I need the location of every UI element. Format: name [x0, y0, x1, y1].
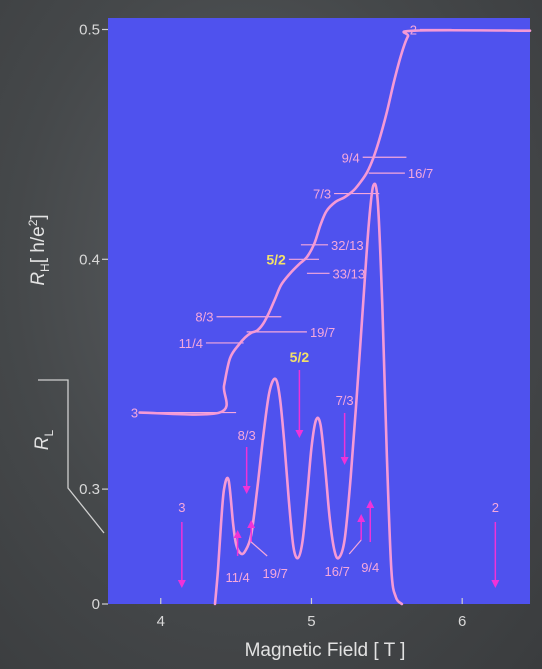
svg-text:RH[ h/e2]: RH[ h/e2] [26, 214, 52, 285]
arrow-leader [250, 541, 268, 557]
arrow-marks: 3 11/4 8/3 19/7 5/2 7/3 16/7 9/4 2 [177, 349, 500, 588]
arrow-head [340, 457, 349, 465]
arrow-head [491, 580, 500, 588]
arrow-head [247, 520, 256, 528]
y-tick-label: 0 [92, 596, 100, 613]
rl-axis-bracket [38, 379, 105, 534]
arrow-label: 2 [492, 500, 499, 515]
plateau-label: 16/7 [408, 166, 433, 181]
x-tick-label: 6 [458, 613, 466, 630]
arrow-head [177, 580, 186, 588]
arrow-label: 3 [178, 500, 185, 515]
arrow-head [357, 514, 366, 522]
plot-area [108, 18, 530, 604]
data-curves [138, 28, 532, 606]
longitudinal-resistance-curve [213, 182, 404, 606]
hall-resistance-curve [138, 28, 532, 416]
x-tick-label: 4 [157, 613, 165, 630]
plateau-label: 19/7 [310, 325, 335, 340]
y-tick-label: 0.5 [79, 21, 100, 38]
y-tick-label: 0.3 [79, 481, 100, 498]
arrow-head [295, 430, 304, 438]
arrow-label: 11/4 [225, 570, 249, 585]
y-axis-title-hall: RH[ h/e2] [26, 214, 52, 285]
arrow-label: 5/2 [290, 349, 310, 365]
arrow-label: 7/3 [336, 393, 354, 408]
arrow-head [242, 486, 251, 494]
svg-text:RL: RL [32, 429, 56, 450]
arrow-label: 16/7 [325, 564, 350, 579]
plateau-label: 7/3 [313, 187, 331, 202]
plateau-label: 5/2 [266, 251, 286, 267]
y-tick-label: 0.4 [79, 251, 100, 268]
x-axis-title: Magnetic Field [ T ] [245, 640, 406, 661]
arrow-label: 8/3 [238, 428, 256, 443]
plateau-label: 8/3 [195, 310, 213, 325]
plateau-label: 3 [131, 406, 138, 421]
plateau-label: 32/13 [331, 238, 364, 253]
axis-ticks [102, 28, 463, 605]
arrow-label: 19/7 [263, 566, 288, 581]
x-tick-label: 5 [307, 613, 315, 630]
y-axis-title-longitudinal: RL [32, 429, 56, 450]
arrow-head [366, 500, 375, 508]
arrow-head [233, 530, 242, 538]
arrow-label: 9/4 [361, 560, 379, 575]
x-tick-labels: 4 5 6 [157, 613, 467, 630]
plateau-label: 33/13 [333, 266, 366, 281]
y-tick-labels: 0 0.3 0.4 0.5 [79, 21, 100, 613]
plateau-label: 9/4 [342, 150, 360, 165]
arrow-leader [348, 539, 362, 555]
plateau-label: 11/4 [179, 336, 203, 351]
